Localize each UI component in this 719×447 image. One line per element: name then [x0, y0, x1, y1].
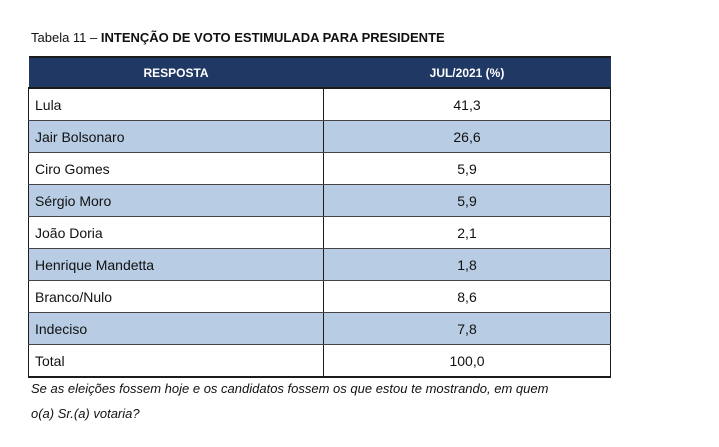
- table-row: Ciro Gomes 5,9: [28, 152, 611, 185]
- total-label: Total: [28, 344, 324, 378]
- table-row: Sérgio Moro 5,9: [28, 184, 611, 217]
- row-value: 2,1: [323, 216, 611, 249]
- question-note: Se as eleições fossem hoje e os candidat…: [31, 376, 631, 426]
- total-row: Total 100,0: [28, 344, 611, 378]
- vote-intention-table: RESPOSTA JUL/2021 (%) Lula 41,3 Jair Bol…: [28, 56, 611, 378]
- table-row: Indeciso 7,8: [28, 312, 611, 345]
- row-response: João Doria: [28, 216, 324, 249]
- table-row: Henrique Mandetta 1,8: [28, 248, 611, 281]
- caption-title: INTENÇÃO DE VOTO ESTIMULADA PARA PRESIDE…: [100, 30, 445, 45]
- table-row: Branco/Nulo 8,6: [28, 280, 611, 313]
- caption-prefix: Tabela 11 –: [31, 30, 101, 45]
- table-row: João Doria 2,1: [28, 216, 611, 249]
- total-value: 100,0: [323, 344, 611, 378]
- row-response: Sérgio Moro: [28, 184, 324, 217]
- header-jul-2021: JUL/2021 (%): [323, 56, 611, 89]
- row-value: 26,6: [323, 120, 611, 153]
- table-row: Jair Bolsonaro 26,6: [28, 120, 611, 153]
- note-line-1: Se as eleições fossem hoje e os candidat…: [31, 381, 549, 396]
- header-resposta: RESPOSTA: [28, 56, 324, 89]
- row-response: Ciro Gomes: [28, 152, 324, 185]
- row-response: Henrique Mandetta: [28, 248, 324, 281]
- row-value: 8,6: [323, 280, 611, 313]
- table-row: Lula 41,3: [28, 88, 611, 121]
- table-caption: Tabela 11 – INTENÇÃO DE VOTO ESTIMULADA …: [31, 30, 445, 46]
- note-line-2: o(a) Sr.(a) votaria?: [31, 406, 140, 421]
- row-response: Jair Bolsonaro: [28, 120, 324, 153]
- row-value: 1,8: [323, 248, 611, 281]
- row-value: 5,9: [323, 152, 611, 185]
- row-value: 41,3: [323, 88, 611, 121]
- row-response: Indeciso: [28, 312, 324, 345]
- row-value: 5,9: [323, 184, 611, 217]
- table-header-row: RESPOSTA JUL/2021 (%): [28, 56, 611, 89]
- row-value: 7,8: [323, 312, 611, 345]
- row-response: Lula: [28, 88, 324, 121]
- row-response: Branco/Nulo: [28, 280, 324, 313]
